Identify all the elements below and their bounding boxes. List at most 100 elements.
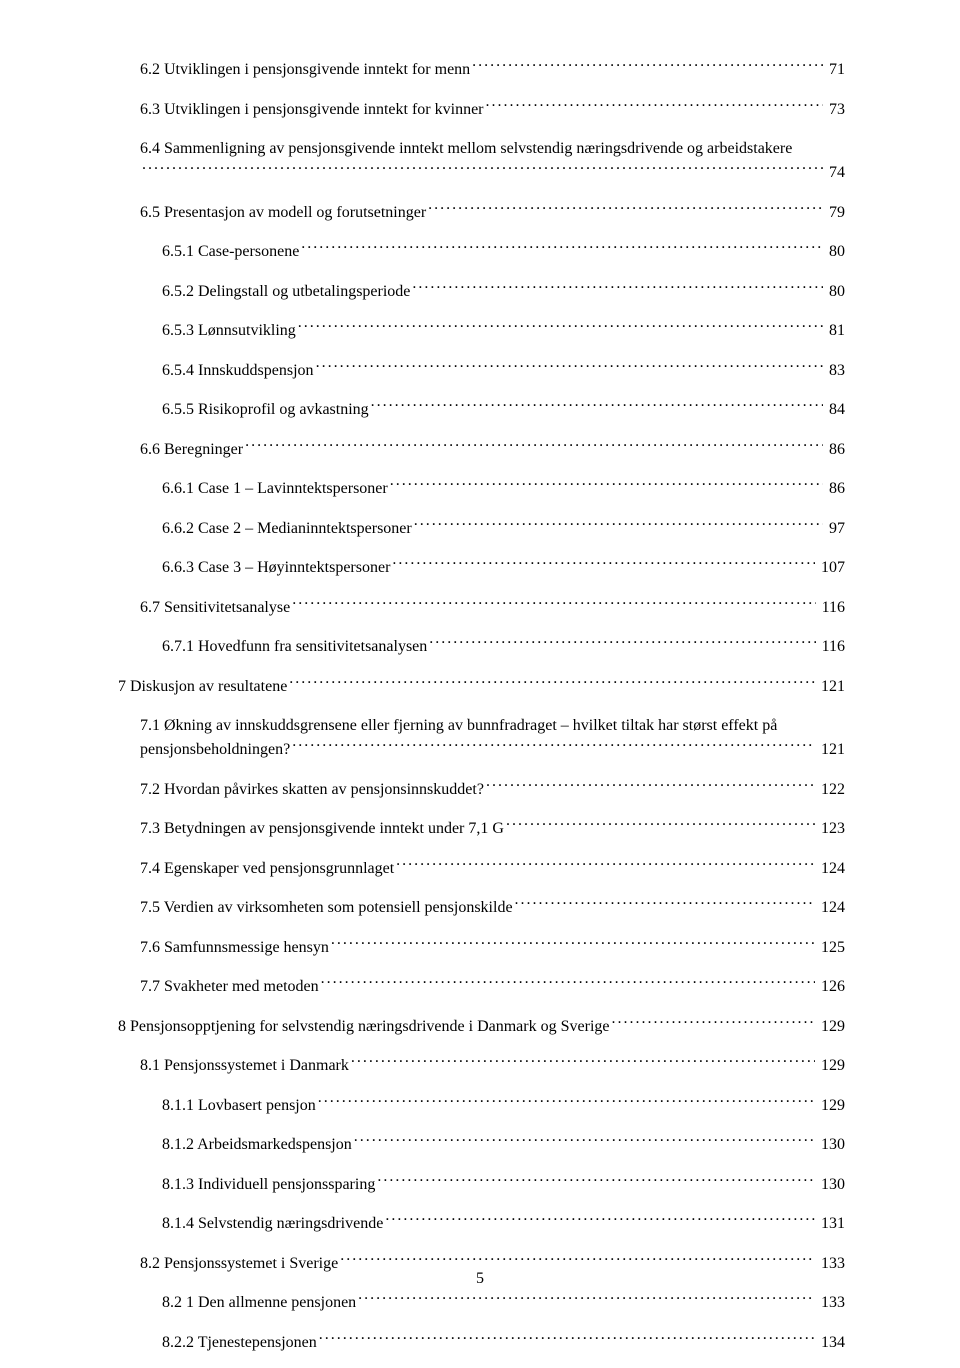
toc-entry-title: 6.5.1 Case-personene xyxy=(162,240,299,264)
toc-leader xyxy=(486,778,815,794)
toc-leader xyxy=(486,98,824,114)
toc-entry-title: 8.2 1 Den allmenne pensjonen xyxy=(162,1291,356,1315)
toc-entry-title: 8.1.3 Individuell pensjonssparing xyxy=(162,1173,375,1197)
toc-entry-title: 7.6 Samfunnsmessige hensyn xyxy=(140,936,329,960)
toc-entry: 8.2.2 Tjenestepensjonen 134 xyxy=(162,1331,845,1355)
toc-entry: 6.2 Utviklingen i pensjonsgivende inntek… xyxy=(140,58,845,82)
toc-entry: 8.1.4 Selvstendig næringsdrivende 131 xyxy=(162,1212,845,1236)
toc-entry-title: 6.5.3 Lønnsutvikling xyxy=(162,319,296,343)
toc-entry: 6.7.1 Hovedfunn fra sensitivitetsanalyse… xyxy=(162,635,845,659)
toc-entry-page: 124 xyxy=(817,857,845,881)
toc-entry: 7.7 Svakheter med metoden 126 xyxy=(140,975,845,999)
toc-entry: 6.5.2 Delingstall og utbetalingsperiode 8… xyxy=(162,280,845,304)
toc-entry: 6.6.2 Case 2 – Medianinntektspersoner 97 xyxy=(162,517,845,541)
toc-entry-title: 6.6 Beregninger xyxy=(140,438,243,462)
toc-leader xyxy=(318,1094,815,1110)
toc-entry-title: 6.3 Utviklingen i pensjonsgivende inntek… xyxy=(140,98,484,122)
toc-leader xyxy=(611,1015,815,1031)
toc-entry: 7.6 Samfunnsmessige hensyn 125 xyxy=(140,936,845,960)
toc-entry-page: 123 xyxy=(817,817,845,841)
toc-entry-page: 80 xyxy=(825,240,845,264)
toc-entry-lastline: 74 xyxy=(140,161,845,185)
toc-entry-title: 7.7 Svakheter med metoden xyxy=(140,975,319,999)
toc-entry-page: 124 xyxy=(817,896,845,920)
toc-entry-title: 7.1 Økning av innskuddsgrensene eller fj… xyxy=(140,714,845,738)
toc-leader xyxy=(245,438,823,454)
toc-leader xyxy=(289,675,815,691)
toc-leader xyxy=(292,738,815,754)
toc-leader xyxy=(506,817,815,833)
toc-entry-title: 6.5.4 Innskuddspensjon xyxy=(162,359,314,383)
toc-entry-title: 6.6.2 Case 2 – Medianinntektspersoner xyxy=(162,517,412,541)
toc-entry: 6.7 Sensitivitetsanalyse116 xyxy=(140,596,845,620)
toc-leader xyxy=(316,359,823,375)
toc-entry-page: 129 xyxy=(817,1015,845,1039)
toc-entry-title: 6.2 Utviklingen i pensjonsgivende inntek… xyxy=(140,58,470,82)
toc-entry: 7.2 Hvordan påvirkes skatten av pensjons… xyxy=(140,778,845,802)
toc-entry: 7.3 Betydningen av pensjonsgivende innte… xyxy=(140,817,845,841)
toc-entry-page: 130 xyxy=(817,1173,845,1197)
toc-leader xyxy=(321,975,815,991)
toc-entry-title: 6.7 Sensitivitetsanalyse xyxy=(140,596,290,620)
page-number: 5 xyxy=(0,1270,960,1288)
toc-entry-title: 8.2.2 Tjenestepensjonen xyxy=(162,1331,317,1355)
toc-entry-page: 107 xyxy=(817,556,845,580)
toc-leader xyxy=(301,240,823,256)
toc-entry-title: 8.1.1 Lovbasert pensjon xyxy=(162,1094,316,1118)
toc-entry: 8.1.3 Individuell pensjonssparing 130 xyxy=(162,1173,845,1197)
toc-entry-page: 73 xyxy=(825,98,845,122)
toc-entry-page: 126 xyxy=(817,975,845,999)
toc-leader xyxy=(371,398,823,414)
toc-entry: 6.6.1 Case 1 – Lavinntektspersoner86 xyxy=(162,477,845,501)
toc-entry-title: 6.6.1 Case 1 – Lavinntektspersoner xyxy=(162,477,388,501)
toc-entry: 7.4 Egenskaper ved pensjonsgrunnlaget124 xyxy=(140,857,845,881)
toc-entry-page: 133 xyxy=(817,1291,845,1315)
toc-entry-page: 131 xyxy=(817,1212,845,1236)
toc-entry-page: 129 xyxy=(817,1094,845,1118)
toc-entry-title: 7.2 Hvordan påvirkes skatten av pensjons… xyxy=(140,778,484,802)
toc-entry-page: 86 xyxy=(825,438,845,462)
toc-entry-title: 7.3 Betydningen av pensjonsgivende innte… xyxy=(140,817,504,841)
toc-entry-title: 7.5 Verdien av virksomheten som potensie… xyxy=(140,896,513,920)
toc-leader xyxy=(392,556,815,572)
toc-leader xyxy=(358,1291,815,1307)
toc-entry-page: 97 xyxy=(825,517,845,541)
toc-leader xyxy=(142,161,823,177)
toc-entry-page: 134 xyxy=(817,1331,845,1355)
toc-entry: 6.5.3 Lønnsutvikling81 xyxy=(162,319,845,343)
toc-entry: 6.5.1 Case-personene 80 xyxy=(162,240,845,264)
toc-entry-title: 6.6.3 Case 3 – Høyinntektspersoner xyxy=(162,556,390,580)
toc-entry-page: 79 xyxy=(825,201,845,225)
toc-entry-title: 8.1 Pensjonssystemet i Danmark xyxy=(140,1054,349,1078)
table-of-contents: 6.2 Utviklingen i pensjonsgivende inntek… xyxy=(118,58,845,1355)
toc-leader xyxy=(331,936,815,952)
toc-entry: 8.2 1 Den allmenne pensjonen 133 xyxy=(162,1291,845,1315)
toc-entry-page: 80 xyxy=(825,280,845,304)
toc-entry-title: 6.5.5 Risikoprofil og avkastning xyxy=(162,398,369,422)
toc-leader xyxy=(385,1212,815,1228)
toc-entry: 8.1.1 Lovbasert pensjon 129 xyxy=(162,1094,845,1118)
toc-entry-title: 6.5.2 Delingstall og utbetalingsperiode xyxy=(162,280,410,304)
toc-entry-title-tail: pensjonsbeholdningen? xyxy=(140,738,290,762)
toc-entry: 7.5 Verdien av virksomheten som potensie… xyxy=(140,896,845,920)
toc-entry-page: 116 xyxy=(818,635,845,659)
toc-leader xyxy=(340,1252,815,1268)
toc-entry-page: 121 xyxy=(817,675,845,699)
toc-entry-page: 83 xyxy=(825,359,845,383)
toc-entry-page: 129 xyxy=(817,1054,845,1078)
toc-leader xyxy=(390,477,823,493)
toc-entry-page: 122 xyxy=(817,778,845,802)
toc-entry-title: 8.1.4 Selvstendig næringsdrivende xyxy=(162,1212,383,1236)
toc-entry-page: 130 xyxy=(817,1133,845,1157)
toc-entry: 8.1 Pensjonssystemet i Danmark 129 xyxy=(140,1054,845,1078)
toc-entry-title: 8 Pensjonsopptjening for selvstendig nær… xyxy=(118,1015,609,1039)
toc-entry-page: 125 xyxy=(817,936,845,960)
toc-leader xyxy=(429,635,815,651)
toc-entry: 6.5 Presentasjon av modell og forutsetni… xyxy=(140,201,845,225)
toc-entry: 6.3 Utviklingen i pensjonsgivende inntek… xyxy=(140,98,845,122)
toc-entry: 7 Diskusjon av resultatene121 xyxy=(118,675,845,699)
toc-leader xyxy=(298,319,823,335)
toc-entry: 8.1.2 Arbeidsmarkedspensjon130 xyxy=(162,1133,845,1157)
toc-entry-lastline: pensjonsbeholdningen?121 xyxy=(140,738,845,762)
toc-leader xyxy=(351,1054,815,1070)
